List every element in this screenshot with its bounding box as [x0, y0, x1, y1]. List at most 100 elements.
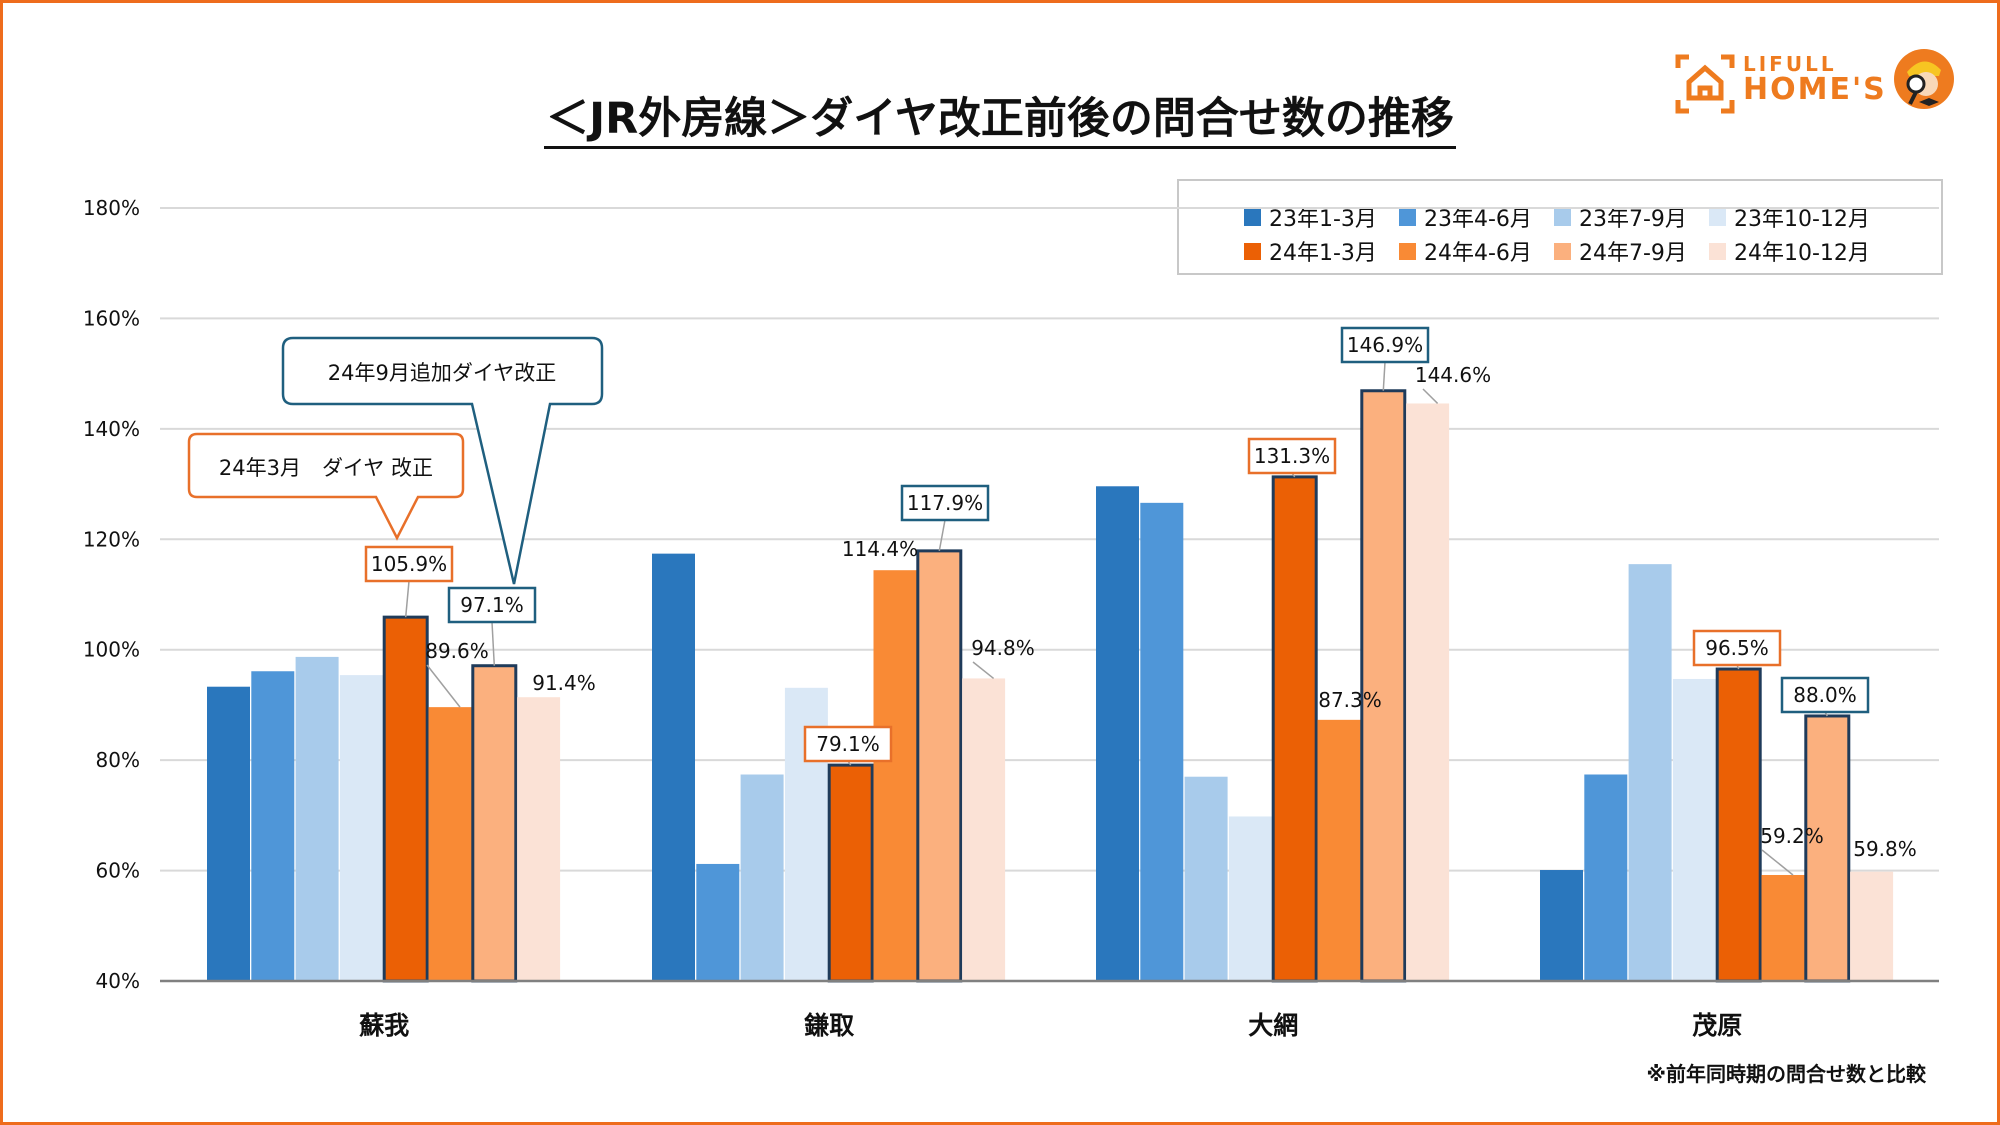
bar-24年7-9月-蘇我: [471, 664, 518, 983]
legend-label: 23年10-12月: [1734, 207, 1870, 232]
data-label-box: [1340, 326, 1430, 364]
y-tick-label: 160%: [83, 306, 140, 330]
bar-23年7-9月-鎌取: [740, 774, 784, 981]
data-label-box: [1780, 676, 1870, 714]
bar-23年1-3月-蘇我: [207, 686, 250, 981]
bar-23年1-3月-大網: [1096, 486, 1139, 981]
category-label: 鎌取: [804, 1011, 854, 1040]
bar-24年1-3月-鎌取: [827, 763, 874, 983]
bar-23年10-12月-大網: [1228, 816, 1272, 981]
bar-23年4-6月-大網: [1140, 502, 1184, 981]
bar-23年10-12月-茂原: [1672, 678, 1716, 981]
bar-24年1-3月-茂原: [1715, 667, 1762, 983]
legend-item: 23年4-6月: [1399, 201, 1554, 233]
page-title: ＜JR外房線＞ダイヤ改正前後の問合せ数の推移: [0, 84, 2000, 149]
logo-line1: LIFULL: [1743, 52, 1837, 76]
callout-september-text: 24年9月追加ダイヤ改正: [328, 361, 556, 385]
bar-24年4-6月-茂原: [1761, 874, 1805, 981]
data-label: 97.1%: [460, 593, 524, 617]
data-label-box: [1247, 437, 1337, 475]
bar-24年10-12月-大網: [1406, 403, 1450, 981]
bar-24年7-9月-茂原: [1804, 714, 1851, 983]
mascot-icon: [1894, 49, 1954, 109]
legend-label: 23年1-3月: [1269, 207, 1377, 232]
bar-24年4-6月-鎌取: [873, 570, 917, 981]
callout-march-box: [187, 432, 465, 541]
data-label: 144.6%: [1415, 363, 1491, 387]
bar-23年7-9月-大網: [1184, 776, 1228, 981]
footnote: ※前年同時期の問合せ数と比較: [1646, 1062, 1926, 1086]
legend-swatch: [1709, 208, 1726, 226]
legend-item: 23年1-3月: [1244, 201, 1399, 233]
bar-23年4-6月-鎌取: [696, 863, 740, 981]
data-label: 131.3%: [1254, 444, 1330, 468]
legend-swatch: [1554, 208, 1571, 226]
chart-legend: 23年1-3月 23年4-6月 23年7-9月 23年10-12月 24年1-3月 24年…: [1177, 179, 1943, 275]
callout-september-box: [281, 336, 604, 585]
data-label: 117.9%: [907, 491, 983, 515]
legend-item: 23年7-9月: [1554, 201, 1709, 233]
legend-label: 24年7-9月: [1579, 241, 1687, 266]
legend-item: 23年10-12月: [1709, 201, 1879, 233]
legend-swatch: [1244, 208, 1261, 226]
label-leader-line: [491, 621, 496, 666]
bar-24年10-12月-蘇我: [517, 697, 561, 981]
bar-23年1-3月-茂原: [1540, 870, 1583, 981]
callout-march-text: 24年3月 ダイヤ 改正: [219, 456, 433, 480]
bar-24年4-6月-蘇我: [428, 707, 472, 981]
label-leader-line: [426, 664, 461, 708]
data-label: 114.4%: [842, 537, 918, 561]
data-label: 89.6%: [425, 639, 489, 663]
bar-23年4-6月-蘇我: [251, 671, 295, 981]
legend-swatch: [1709, 242, 1726, 260]
bar-24年1-3月-蘇我: [382, 615, 429, 983]
data-label: 105.9%: [371, 552, 447, 576]
data-label-box: [803, 725, 893, 763]
label-leader-line: [404, 580, 410, 618]
y-tick-label: 80%: [96, 748, 140, 772]
legend-swatch: [1554, 242, 1571, 260]
data-label-box: [447, 586, 537, 624]
data-label-box: [900, 484, 990, 522]
bar-24年10-12月-茂原: [1850, 871, 1894, 981]
bar-23年1-3月-鎌取: [652, 553, 695, 981]
label-leader-line: [1761, 849, 1794, 876]
data-label-box: [364, 545, 454, 583]
bar-24年1-3月-大網: [1271, 475, 1318, 983]
y-tick-label: 120%: [83, 527, 140, 551]
label-leader-line: [1422, 388, 1439, 404]
y-tick-label: 100%: [83, 638, 140, 662]
legend-item: 24年4-6月: [1399, 235, 1554, 267]
bar-23年10-12月-蘇我: [339, 675, 383, 981]
lifull-homes-logo: LIFULL HOME'S: [1675, 48, 1955, 118]
data-label-box: [1692, 629, 1782, 667]
legend-label: 24年10-12月: [1734, 241, 1870, 266]
data-label: 87.3%: [1318, 688, 1382, 712]
legend-swatch: [1244, 242, 1261, 260]
bar-23年7-9月-蘇我: [295, 656, 339, 981]
legend-item: 24年10-12月: [1709, 235, 1879, 267]
legend-label: 24年1-3月: [1269, 241, 1377, 266]
logo-line2: HOME'S: [1743, 72, 1887, 107]
data-label: 96.5%: [1705, 636, 1769, 660]
house-frame-icon: [1675, 54, 1735, 114]
y-tick-label: 40%: [96, 969, 140, 993]
legend-swatch: [1399, 208, 1416, 226]
title-text: ＜JR外房線＞ダイヤ改正前後の問合せ数の推移: [544, 94, 1456, 149]
bar-24年7-9月-鎌取: [916, 549, 963, 983]
category-label: 茂原: [1692, 1011, 1742, 1040]
legend-item: 24年1-3月: [1244, 235, 1399, 267]
data-label: 146.9%: [1347, 333, 1423, 357]
label-leader-line: [938, 519, 946, 552]
y-tick-label: 60%: [96, 859, 140, 883]
legend-label: 23年4-6月: [1424, 207, 1532, 232]
legend-label: 23年7-9月: [1579, 207, 1687, 232]
data-label: 59.2%: [1760, 824, 1824, 848]
data-label: 79.1%: [816, 732, 880, 756]
legend-swatch: [1399, 242, 1416, 260]
bar-24年7-9月-大網: [1360, 389, 1407, 983]
legend-label: 24年4-6月: [1424, 241, 1532, 266]
category-label: 大網: [1248, 1011, 1298, 1040]
